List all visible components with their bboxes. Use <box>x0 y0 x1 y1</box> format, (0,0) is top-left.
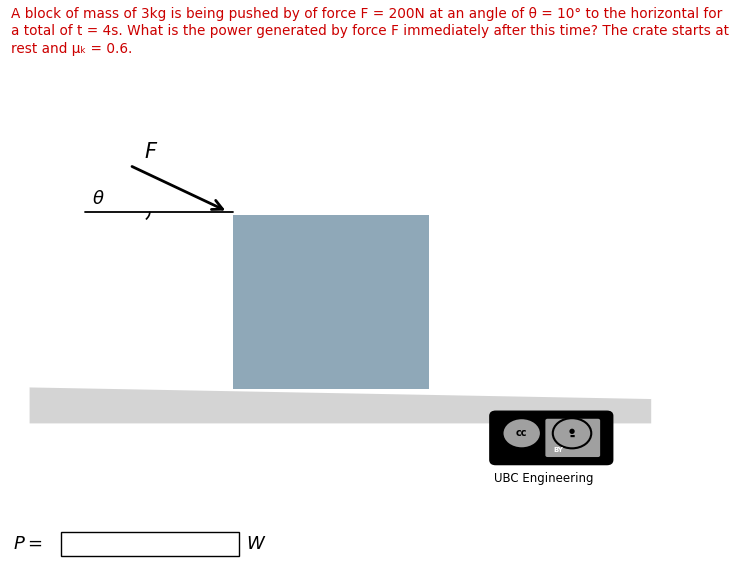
Text: F: F <box>144 143 156 162</box>
Circle shape <box>553 418 591 448</box>
FancyBboxPatch shape <box>545 419 600 457</box>
Circle shape <box>502 418 541 448</box>
FancyBboxPatch shape <box>490 411 613 465</box>
Text: ●: ● <box>569 428 575 434</box>
Bar <box>233 215 429 389</box>
Text: BY: BY <box>554 447 564 452</box>
Text: cc: cc <box>516 428 528 438</box>
Text: A block of mass of 3kg is being pushed by of force F = 200N at an angle of θ = 1: A block of mass of 3kg is being pushed b… <box>11 7 722 21</box>
Text: rest and μₖ = 0.6.: rest and μₖ = 0.6. <box>11 42 132 56</box>
FancyBboxPatch shape <box>61 532 239 556</box>
Text: a total of t = 4s. What is the power generated by force F immediately after this: a total of t = 4s. What is the power gen… <box>11 24 729 38</box>
Text: θ: θ <box>93 190 104 208</box>
Text: $W$: $W$ <box>246 535 266 553</box>
Text: UBC Engineering: UBC Engineering <box>494 472 593 484</box>
Text: ▬: ▬ <box>569 434 575 438</box>
Text: $P =$: $P =$ <box>13 535 43 553</box>
Polygon shape <box>30 386 651 423</box>
